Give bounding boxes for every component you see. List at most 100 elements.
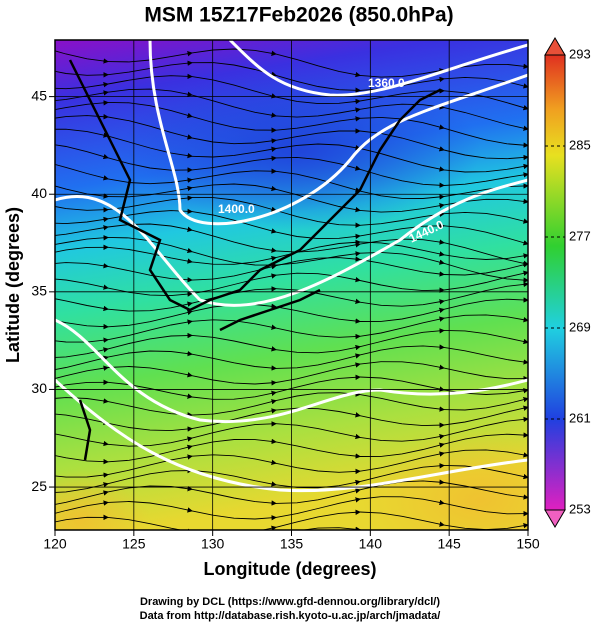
streamline xyxy=(107,467,193,485)
streamline xyxy=(275,374,361,393)
streamline xyxy=(359,299,445,307)
streamline xyxy=(359,463,445,483)
streamlines xyxy=(55,48,528,550)
streamline xyxy=(275,306,361,324)
contour-line xyxy=(55,378,528,493)
colorbar-tick-label: 253 xyxy=(569,501,591,516)
streamline xyxy=(108,537,192,550)
streamline xyxy=(359,316,445,337)
streamline xyxy=(191,251,277,268)
streamline xyxy=(191,146,277,158)
streamline xyxy=(443,432,528,445)
streamline xyxy=(300,526,361,530)
contour-label: 1360.0 xyxy=(368,76,405,90)
streamline xyxy=(107,73,193,85)
streamline xyxy=(275,479,361,489)
x-tick-label: 125 xyxy=(122,536,146,552)
x-tick-label: 130 xyxy=(201,536,225,552)
streamline xyxy=(443,163,528,173)
x-tick-label: 140 xyxy=(359,536,383,552)
streamline xyxy=(359,307,445,322)
streamline xyxy=(359,496,445,506)
streamline xyxy=(191,255,277,265)
streamline xyxy=(359,241,445,257)
streamline xyxy=(275,242,361,253)
streamline xyxy=(359,88,445,102)
contour-line xyxy=(228,40,528,97)
streamline xyxy=(191,62,277,77)
streamline xyxy=(191,488,277,506)
streamline xyxy=(275,344,361,354)
streamline xyxy=(443,242,528,266)
streamline xyxy=(107,88,193,97)
streamline xyxy=(359,168,445,188)
streamline xyxy=(107,301,193,312)
streamline xyxy=(107,135,193,159)
y-tick-label: 35 xyxy=(31,283,47,299)
streamline xyxy=(107,444,193,463)
streamline xyxy=(107,177,193,185)
contours xyxy=(55,40,528,493)
streamline xyxy=(191,273,277,295)
streamline xyxy=(443,329,528,345)
colorbar-tick-label: 269 xyxy=(569,319,591,334)
x-tick-label: 135 xyxy=(280,536,304,552)
streamline xyxy=(275,53,361,78)
streamline xyxy=(107,381,193,399)
streamline xyxy=(275,116,361,131)
streamline xyxy=(443,107,528,131)
streamline xyxy=(107,309,193,328)
contour-line xyxy=(55,318,528,423)
streamline xyxy=(107,101,193,118)
streamline xyxy=(191,408,277,430)
y-tick-label: 45 xyxy=(31,87,47,103)
streamline xyxy=(443,149,528,161)
streamline xyxy=(443,482,528,500)
streamline xyxy=(359,203,445,213)
streamline xyxy=(359,376,445,392)
streamline xyxy=(275,272,361,283)
streamline xyxy=(443,281,528,302)
contour-labels: 1360.0 1400.0 1440.0 xyxy=(218,76,446,245)
streamline xyxy=(443,314,528,323)
streamline xyxy=(275,210,361,228)
warm-region xyxy=(55,470,150,530)
title: MSM 15Z17Feb2026 (850.0hPa) xyxy=(144,4,453,27)
streamline xyxy=(107,366,193,378)
y-tick-label: 30 xyxy=(31,380,47,396)
streamline xyxy=(275,231,361,240)
streamline xyxy=(443,127,528,148)
colorbar-tick-label: 261 xyxy=(569,410,591,425)
y-tick-label: 40 xyxy=(31,185,47,201)
streamline xyxy=(275,128,361,141)
streamline xyxy=(359,251,445,265)
colorbar-tick-label: 285 xyxy=(569,137,591,152)
streamline xyxy=(191,390,277,400)
streamline xyxy=(191,116,277,133)
streamline xyxy=(443,172,528,186)
contour-line xyxy=(148,40,528,226)
streamline xyxy=(359,223,445,237)
streamline xyxy=(275,107,361,118)
x-tick-label: 120 xyxy=(43,536,67,552)
streamline xyxy=(359,103,445,110)
streamline xyxy=(191,211,277,234)
streamline xyxy=(191,229,277,253)
streamline xyxy=(107,436,193,447)
streamline xyxy=(191,421,277,439)
streamline xyxy=(275,256,361,267)
streamline xyxy=(192,197,277,212)
streamline xyxy=(443,262,528,283)
streamline xyxy=(275,74,361,93)
colorbar-extend-top xyxy=(544,37,566,56)
streamline xyxy=(191,353,277,371)
streamline xyxy=(275,423,361,440)
streamline xyxy=(359,415,445,428)
streamline xyxy=(359,394,445,412)
footer-line: Data from http://database.rish.kyoto-u.a… xyxy=(140,610,441,622)
streamline xyxy=(359,328,445,348)
streamline xyxy=(191,375,277,386)
streamline xyxy=(359,442,445,457)
streamline xyxy=(107,223,193,232)
streamline xyxy=(359,130,445,152)
